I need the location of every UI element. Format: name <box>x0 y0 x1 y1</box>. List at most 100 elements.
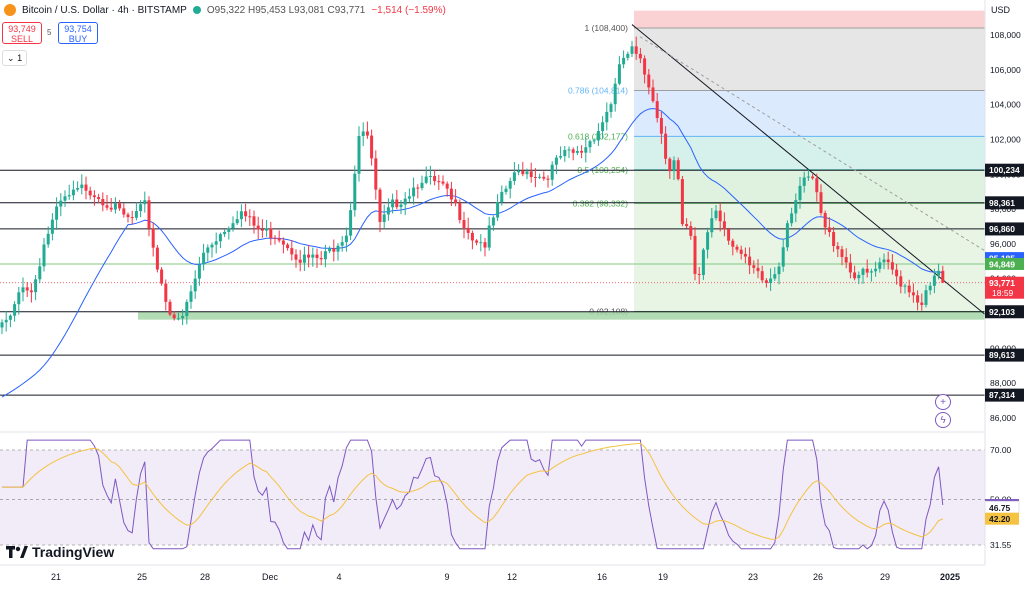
candle-body <box>50 219 54 234</box>
candle-body <box>441 181 445 184</box>
candle-body <box>92 195 96 198</box>
time-axis-background <box>0 565 1024 585</box>
time-tick-label: 12 <box>507 572 517 582</box>
candle-body <box>197 264 201 279</box>
candle-body <box>580 150 584 153</box>
candle-body <box>29 290 33 293</box>
candle-body <box>294 254 298 260</box>
candle-body <box>55 206 59 220</box>
candle-body <box>63 196 67 201</box>
candle-body <box>550 164 554 180</box>
candle-body <box>542 176 546 179</box>
candle-body <box>538 176 542 178</box>
candle-body <box>491 217 495 226</box>
rsi-pane[interactable] <box>0 431 985 550</box>
candle-body <box>479 242 483 244</box>
candle-body <box>290 248 294 255</box>
horizontal-levels[interactable] <box>0 169 985 396</box>
candle-body <box>269 228 273 238</box>
candle-body <box>454 199 458 204</box>
candle-body <box>895 269 899 277</box>
candle-body <box>445 183 449 189</box>
candle-body <box>832 232 836 246</box>
candle-body <box>815 178 819 193</box>
candle-body <box>752 265 756 268</box>
currency-label: USD <box>991 5 1011 15</box>
fibonacci-retracement[interactable]: 1 (108,400)0.786 (104,814)0.618 (102,177… <box>568 10 985 317</box>
candle-body <box>122 208 126 215</box>
candle-body <box>714 210 718 219</box>
candle-body <box>105 205 109 208</box>
candle-body <box>634 46 638 54</box>
candle-body <box>756 267 760 272</box>
time-tick-label: 26 <box>813 572 823 582</box>
lightning-icon[interactable]: ϟ <box>935 412 951 428</box>
symbol-title[interactable]: Bitcoin / U.S. Dollar · 4h · BITSTAMP <box>22 4 187 16</box>
candle-body <box>118 203 122 209</box>
candle-body <box>311 254 315 258</box>
candle-body <box>811 176 815 179</box>
candle-body <box>391 199 395 208</box>
level-tag: 92,103 <box>989 307 1015 317</box>
candle-body <box>748 256 752 266</box>
crosshair-plus-icon[interactable]: + <box>935 394 951 410</box>
level-tag-bg <box>985 196 1024 210</box>
price-axis[interactable]: USD108,000106,000104,000102,000100,00098… <box>984 0 1024 585</box>
tradingview-logo: TradingView <box>6 544 114 560</box>
collapse-legend-button[interactable]: ⌄ 1 <box>2 50 28 66</box>
candle-body <box>672 160 676 172</box>
time-tick-label: 4 <box>336 572 341 582</box>
candle-body <box>802 177 806 186</box>
candle-body <box>718 210 722 222</box>
candle-body <box>164 283 168 302</box>
candle-body <box>319 258 323 260</box>
candle-body <box>134 211 138 218</box>
time-tick-label: 19 <box>658 572 668 582</box>
candle-body <box>651 87 655 102</box>
candle-body <box>13 304 17 316</box>
candle-body <box>882 259 886 263</box>
candle-body <box>193 278 197 292</box>
time-tick-label: 21 <box>51 572 61 582</box>
price-tick-label: 96,000 <box>990 239 1016 249</box>
candle-body <box>462 219 466 228</box>
candle-body <box>878 262 882 269</box>
time-tick-label: 2025 <box>940 572 960 582</box>
indicator-count: 1 <box>17 53 23 63</box>
candle-body <box>420 182 424 189</box>
candle-body <box>181 316 185 319</box>
candle-body <box>861 268 865 275</box>
candle-body <box>25 287 29 291</box>
candle-body <box>680 179 684 225</box>
candle-body <box>920 302 924 305</box>
candle-body <box>869 271 873 273</box>
level-tag-bg <box>985 163 1024 177</box>
candle-body <box>298 259 302 263</box>
sell-price: 93,749 <box>8 24 36 34</box>
candle-body <box>155 247 159 270</box>
candle-body <box>571 149 575 153</box>
candle-body <box>617 64 621 84</box>
buy-button[interactable]: 93,754 BUY <box>58 22 98 44</box>
rsi-tag: 42.20 <box>989 514 1011 524</box>
time-axis[interactable]: 21 25 28 Dec 4 9 12 16 19 23 26 29 2025 <box>0 564 1024 585</box>
candle-body <box>487 225 491 248</box>
candle-body <box>143 200 147 205</box>
candle-body <box>588 141 592 148</box>
candle-body <box>46 233 50 245</box>
rsi-tag-bg <box>985 512 1019 525</box>
fib-label: 0.786 (104,814) <box>568 85 628 95</box>
candle-body <box>794 200 798 214</box>
candle-body <box>722 221 726 230</box>
candle-body <box>605 111 609 123</box>
sell-button[interactable]: 93,749 SELL <box>2 22 42 44</box>
time-tick-label: 29 <box>880 572 890 582</box>
candle-body <box>76 188 80 190</box>
rsi-ma-line <box>2 442 943 540</box>
fib-band-4 <box>634 169 985 204</box>
candle-body <box>907 285 911 293</box>
candle-body <box>273 237 277 239</box>
dashed-trendline <box>639 36 986 252</box>
